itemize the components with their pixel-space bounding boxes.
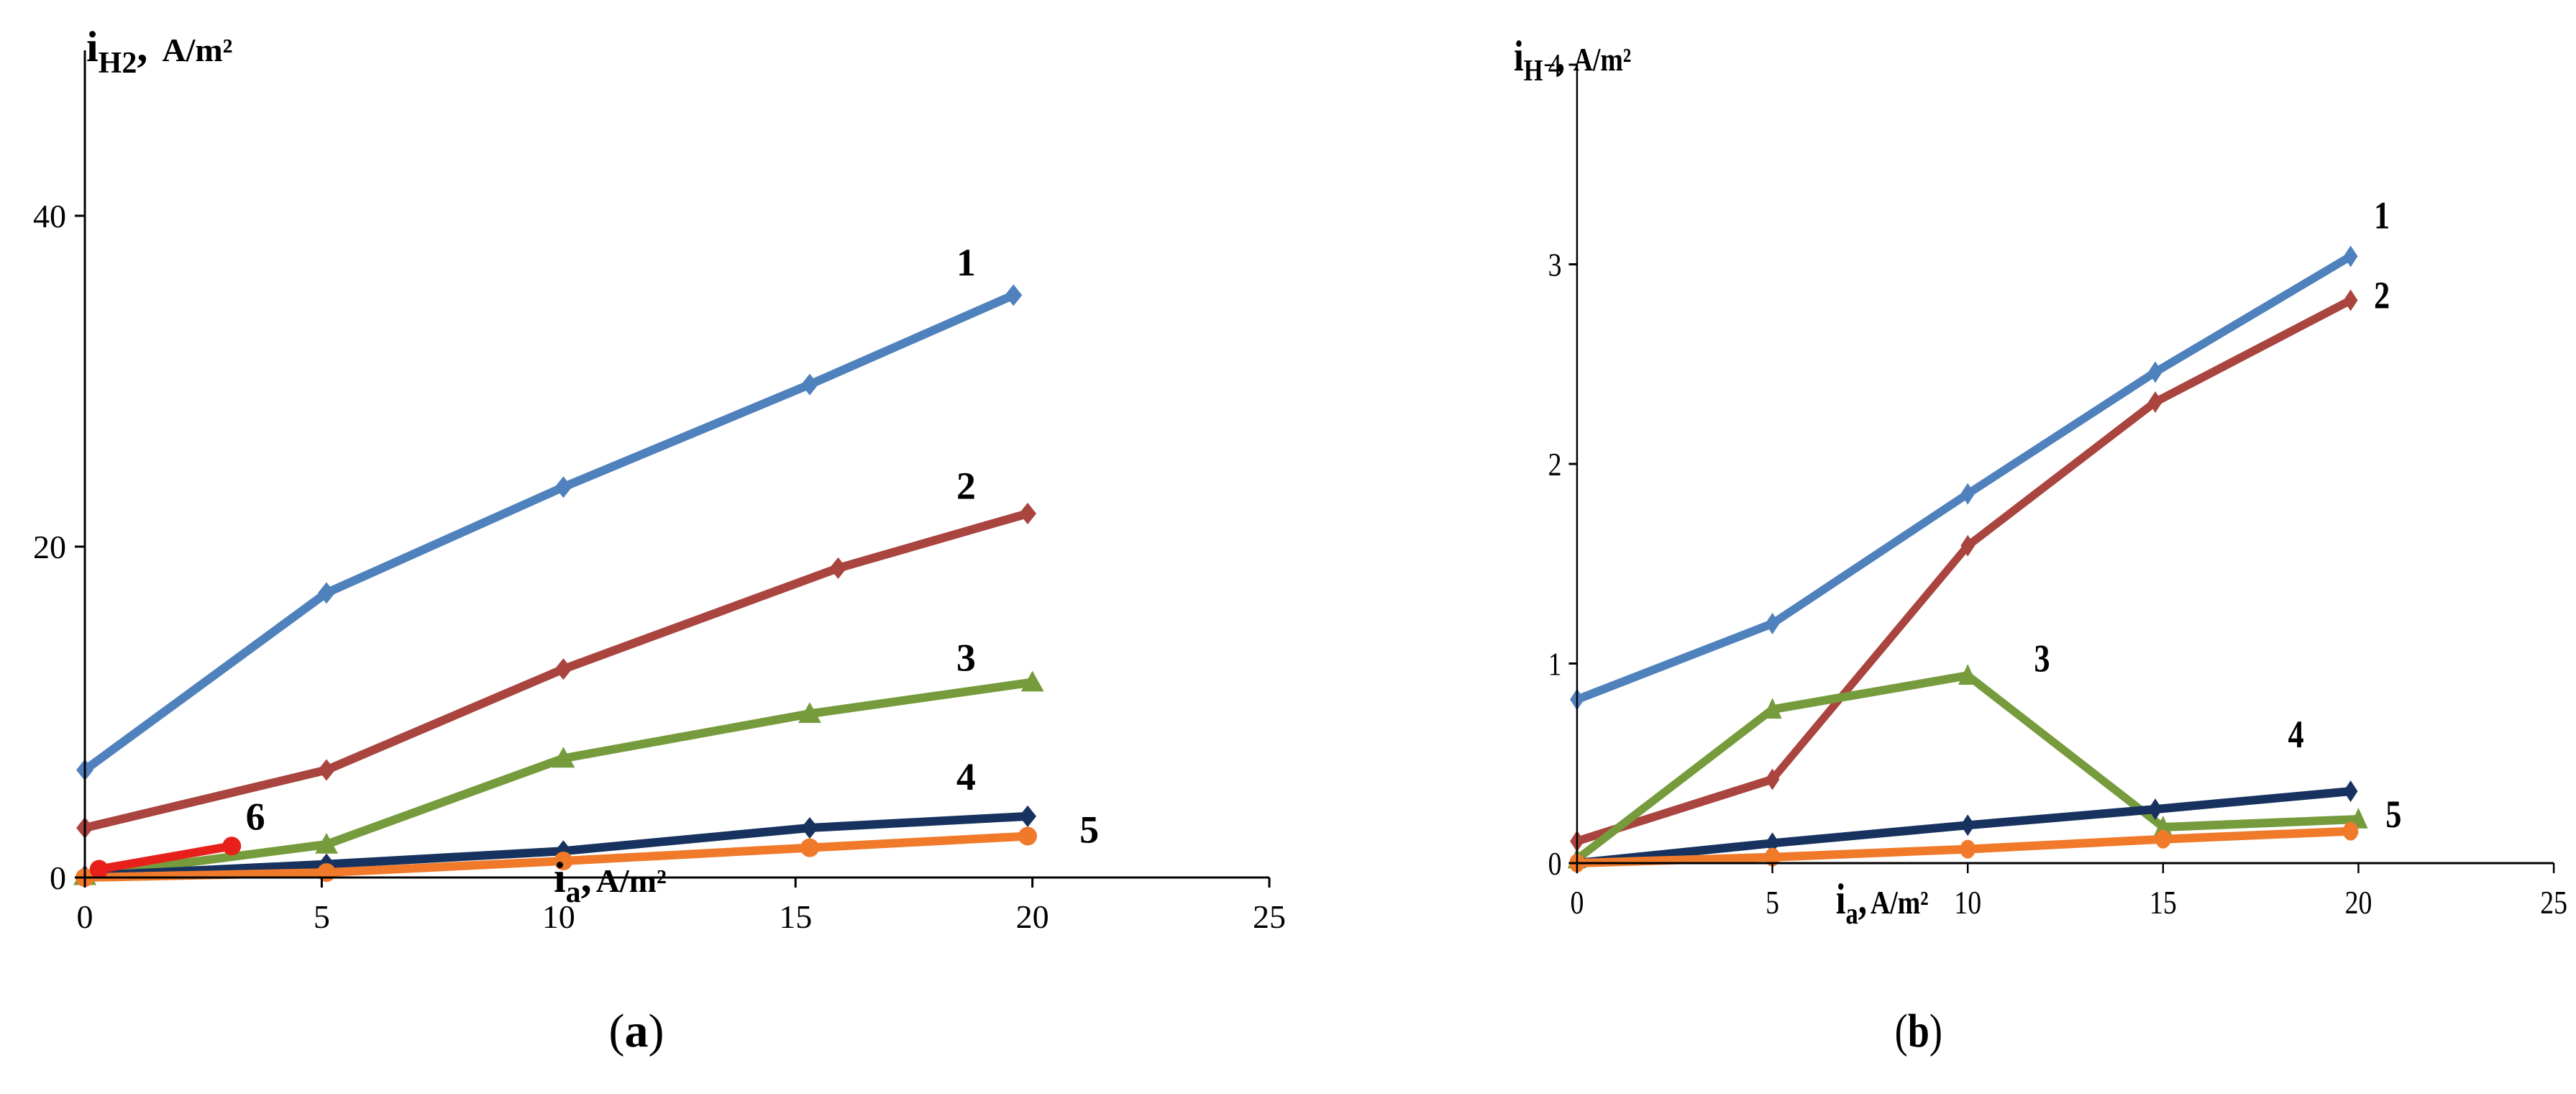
panel-b-x-axis-title: ia, A/m² [1836, 875, 1929, 930]
series-2-point [317, 759, 335, 781]
y-tick-label: 0 [50, 860, 66, 896]
series-3-point [798, 702, 821, 724]
series-5-point [316, 863, 336, 883]
series-1-point [317, 582, 335, 604]
y-tick-label: 3 [1548, 247, 1562, 283]
series-3-point [552, 747, 575, 768]
panel-a-y-axis-title: iH2, A/m² [86, 23, 232, 80]
curve-label-2: 2 [2374, 273, 2390, 316]
series-2-point [2148, 391, 2162, 413]
series-1-point [554, 476, 572, 498]
y-tick-label: 1 [1548, 646, 1562, 683]
x-tick-label: 0 [77, 898, 93, 935]
series-1-point [1960, 483, 1976, 505]
series-5-point [1764, 847, 1781, 867]
series-1-point [2343, 245, 2358, 268]
curve-label-5: 5 [2385, 793, 2401, 836]
panel-a-series [73, 284, 1044, 887]
panel-b-series [1567, 245, 2368, 874]
curve-label-1: 1 [956, 241, 976, 284]
panel-b-curve-labels: 1 2 3 4 5 [2034, 193, 2401, 836]
panel-b-label: (b) [1895, 1005, 1942, 1057]
curve-label-1: 1 [2374, 193, 2390, 237]
x-tick-label: 10 [542, 898, 575, 935]
series-1-point [1005, 284, 1023, 306]
series-4-point [1765, 832, 1780, 854]
curve-label-4: 4 [956, 755, 976, 798]
panel-a-curve-labels: 1 2 3 4 5 6 [246, 241, 1099, 852]
series-2-point [554, 658, 572, 680]
series-6 [89, 837, 242, 879]
x-tick-label: 20 [1016, 898, 1049, 935]
series-1-point [800, 373, 818, 396]
series-2-point [2343, 289, 2358, 311]
series-5-point [2342, 821, 2359, 841]
series-5-point [554, 852, 573, 870]
series-2-point [829, 557, 847, 579]
series-2-point [1960, 534, 1976, 557]
curve-label-2: 2 [956, 464, 976, 507]
panel-b-y-axis-title: iH⁻, A/m² [1514, 32, 1631, 87]
series-1-point [2148, 361, 2162, 383]
series-5-point [1960, 839, 1976, 859]
series-6-point [222, 837, 242, 856]
series-3-point [1020, 670, 1044, 692]
panel-a-x-axis-title: ia, A/m² [554, 854, 667, 909]
x-tick-label: 15 [2150, 885, 2177, 921]
series-4-point [2148, 798, 2162, 821]
series-6-line [94, 842, 237, 874]
x-tick-label: 0 [1570, 885, 1584, 921]
series-2-point [1765, 768, 1780, 790]
curve-label-3: 3 [2034, 637, 2050, 680]
series-6-point [89, 860, 109, 879]
y-tick-label: 2 [1548, 447, 1562, 483]
series-5-point [1018, 826, 1038, 846]
x-tick-label: 5 [314, 898, 330, 935]
x-tick-label: 25 [1253, 898, 1286, 935]
series-3-point [1958, 664, 1978, 685]
y-tick-label: 40 [33, 198, 66, 234]
y-tick-label: 4 [1548, 47, 1562, 84]
series-1-point [1765, 613, 1780, 634]
y-tick-label: 20 [33, 529, 66, 565]
x-tick-label: 10 [1954, 885, 1981, 921]
x-tick-label: 5 [1766, 885, 1779, 921]
series-5-point [2155, 829, 2171, 849]
series-3-point [2153, 816, 2173, 837]
series-3-point [314, 833, 338, 854]
x-tick-label: 20 [2345, 885, 2372, 921]
y-tick-label: 0 [1548, 846, 1562, 883]
curve-label-5: 5 [1079, 808, 1099, 852]
chart-panel-b: 0 5 10 15 20 25 0 1 2 3 4 1 2 3 4 5 iH⁻, A/m² ia, A/m² (… [1514, 32, 2567, 1057]
curve-label-3: 3 [956, 637, 976, 680]
series-3-point [1763, 698, 1782, 719]
series-5-point [800, 838, 819, 857]
x-tick-label: 15 [779, 898, 812, 935]
panel-b-axes [1568, 63, 2555, 873]
series-4-point [1019, 805, 1037, 827]
series-4-point [2343, 780, 2358, 803]
x-tick-label: 25 [2540, 885, 2567, 921]
series-4-point [1960, 814, 1976, 837]
series-4-point [800, 817, 818, 839]
panel-a-axes [75, 50, 1271, 888]
series-2 [76, 503, 1037, 839]
panel-a-label: (a) [609, 1005, 664, 1057]
curve-label-4: 4 [2288, 713, 2303, 756]
series-1 [1570, 245, 2358, 711]
curve-label-6: 6 [246, 795, 265, 838]
series-2-point [1019, 503, 1037, 524]
